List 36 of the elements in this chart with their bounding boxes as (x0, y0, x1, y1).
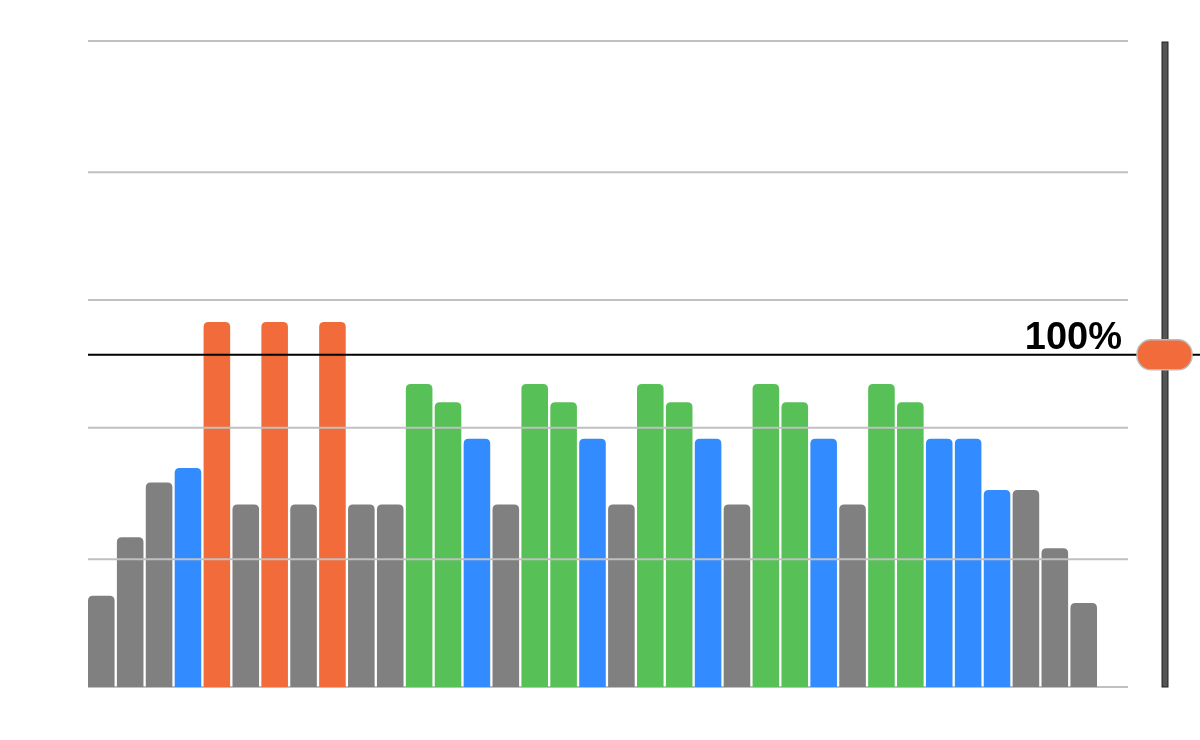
annotation: 100% (1024, 314, 1122, 357)
bar (290, 504, 317, 687)
bar (203, 322, 231, 687)
bar (925, 438, 953, 687)
bar (1012, 489, 1040, 687)
bar (954, 438, 982, 687)
bar (579, 438, 606, 687)
bar (376, 504, 404, 687)
bar (637, 384, 664, 687)
bar (810, 438, 837, 687)
bar (319, 322, 346, 687)
bar (261, 322, 288, 687)
bar (348, 504, 375, 687)
bar (752, 384, 780, 687)
bar (781, 402, 809, 687)
bar (550, 402, 577, 687)
bar (897, 402, 924, 687)
bar (665, 402, 693, 687)
bar (405, 384, 433, 687)
bar (723, 504, 751, 687)
bar (1041, 548, 1069, 687)
bar (839, 504, 866, 687)
bar (608, 504, 635, 687)
bar (1070, 603, 1097, 687)
bar (434, 402, 462, 687)
bar (694, 438, 722, 687)
bar (145, 482, 173, 687)
bar (463, 438, 491, 687)
bar (232, 504, 260, 687)
bar (521, 384, 548, 687)
bar (983, 489, 1011, 687)
bar (868, 384, 895, 687)
bar (88, 595, 115, 687)
bar (116, 537, 144, 687)
bar (492, 504, 520, 687)
bar (174, 468, 202, 687)
